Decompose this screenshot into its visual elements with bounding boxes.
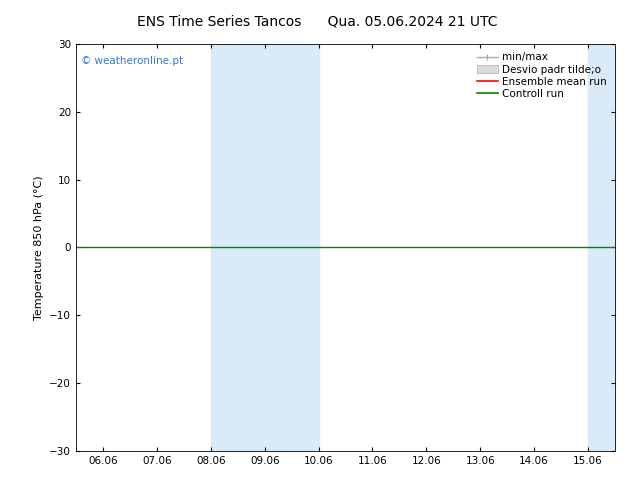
Bar xyxy=(588,44,634,451)
Bar xyxy=(210,44,319,451)
Y-axis label: Temperature 850 hPa (°C): Temperature 850 hPa (°C) xyxy=(34,175,44,320)
Text: ENS Time Series Tancos      Qua. 05.06.2024 21 UTC: ENS Time Series Tancos Qua. 05.06.2024 2… xyxy=(137,15,497,29)
Legend: min/max, Desvio padr tilde;o, Ensemble mean run, Controll run: min/max, Desvio padr tilde;o, Ensemble m… xyxy=(474,49,610,102)
Text: © weatheronline.pt: © weatheronline.pt xyxy=(81,56,184,66)
